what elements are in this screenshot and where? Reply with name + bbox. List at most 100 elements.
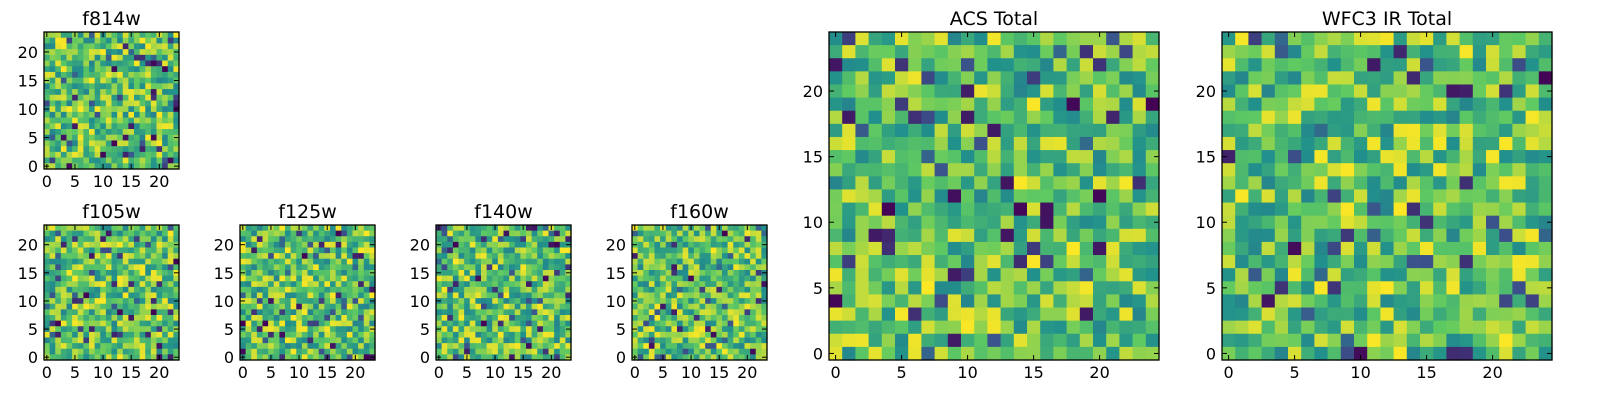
heatmap-cell	[1380, 294, 1395, 309]
heatmap-cell	[542, 315, 550, 322]
heatmap-cell	[105, 258, 113, 265]
heatmap-cell	[72, 331, 79, 339]
heatmap-cell	[89, 146, 96, 153]
heatmap-cell	[974, 294, 988, 309]
heatmap-cell	[162, 343, 169, 350]
heatmap-cell	[829, 268, 843, 282]
heatmap-cell	[738, 337, 746, 344]
heatmap-cell	[301, 230, 309, 237]
heatmap-cell	[341, 236, 348, 243]
heatmap-cell	[313, 258, 320, 265]
heatmap-cell	[167, 94, 174, 102]
heatmap-cell	[72, 309, 79, 316]
heatmap-cell	[1119, 84, 1134, 99]
heatmap-cell	[352, 309, 359, 316]
heatmap-cell	[245, 337, 252, 344]
heatmap-cell	[1040, 202, 1054, 217]
heatmap-cell	[111, 326, 118, 333]
heatmap-cell	[55, 100, 62, 107]
heatmap-cell	[855, 307, 870, 322]
heatmap-cell	[677, 326, 684, 333]
heatmap-cell	[100, 309, 107, 316]
heatmap-cell	[341, 298, 348, 305]
heatmap-cell	[1314, 136, 1329, 151]
heatmap-cell	[727, 270, 734, 277]
heatmap-cell	[105, 32, 113, 39]
heatmap-cell	[162, 320, 169, 327]
heatmap-cell	[688, 264, 695, 271]
heatmap-cell	[285, 264, 292, 271]
heatmap-cell	[677, 343, 684, 350]
heatmap-cell	[520, 320, 527, 327]
heatmap-cell	[750, 236, 757, 243]
heatmap-cell	[358, 298, 365, 305]
heatmap-cell	[554, 230, 561, 237]
heatmap-cell	[974, 123, 988, 138]
heatmap-cell	[307, 264, 314, 271]
heatmap-cell	[111, 275, 118, 282]
heatmap-cell	[1367, 110, 1381, 125]
heatmap-cell	[363, 326, 370, 333]
heatmap-cell	[974, 71, 988, 86]
heatmap-cell	[324, 241, 331, 249]
heatmap-cell	[139, 320, 146, 327]
heatmap-cell	[693, 331, 701, 339]
heatmap-cell	[699, 286, 706, 294]
heatmap-cell	[341, 270, 348, 277]
heatmap-cell	[722, 320, 729, 327]
heatmap-cell	[296, 348, 303, 355]
heatmap-cell	[363, 275, 370, 282]
heatmap-cell	[49, 43, 56, 50]
heatmap-cell	[358, 253, 365, 260]
heatmap-cell	[744, 348, 751, 355]
heatmap-cell	[738, 247, 746, 254]
heatmap-cell	[173, 264, 180, 271]
heatmap-cell	[268, 292, 275, 299]
heatmap-cell	[537, 320, 544, 327]
heatmap-cell	[526, 270, 533, 277]
heatmap-cell	[167, 230, 174, 237]
heatmap-cell	[49, 54, 56, 62]
heatmap-cell	[537, 298, 544, 305]
heatmap-cell	[761, 258, 768, 265]
heatmap-cell	[514, 230, 521, 237]
heatmap-cell	[1222, 346, 1236, 361]
heatmap-cell	[526, 303, 533, 310]
heatmap-cell	[262, 331, 269, 339]
heatmap-cell	[921, 84, 936, 99]
heatmap-cell	[895, 241, 909, 256]
heatmap-cell	[1119, 97, 1134, 112]
heatmap-cell	[1538, 71, 1553, 86]
heatmap-cell	[855, 215, 870, 230]
heatmap-cell	[77, 225, 84, 232]
panel-title: ACS Total	[950, 8, 1038, 30]
heatmap-cell	[554, 337, 561, 344]
heatmap-cell	[150, 163, 158, 170]
heatmap-cell	[117, 117, 124, 124]
heatmap-cell	[335, 236, 342, 243]
heatmap-cell	[285, 320, 292, 327]
heatmap-cell	[1053, 84, 1068, 99]
heatmap-cell	[256, 247, 264, 254]
heatmap-cell	[1222, 32, 1236, 46]
heatmap-cell	[722, 315, 729, 322]
heatmap-cell	[279, 348, 286, 355]
heatmap-cell	[514, 309, 521, 316]
heatmap-cell	[497, 320, 505, 327]
heatmap-cell	[1446, 202, 1461, 217]
heatmap-cell	[464, 236, 471, 243]
heatmap-cell	[94, 151, 101, 159]
heatmap-cell	[1027, 320, 1041, 335]
heatmap-cell	[313, 281, 320, 288]
heatmap-cell	[705, 258, 712, 265]
panel-title: WFC3 IR Total	[1322, 8, 1452, 30]
heatmap-cell	[156, 337, 163, 344]
heatmap-cell	[750, 320, 757, 327]
heatmap-cell	[301, 253, 309, 260]
heatmap-cell	[458, 286, 465, 294]
heatmap-cell	[1274, 320, 1289, 335]
heatmap-cell	[341, 354, 348, 361]
heatmap-cell	[1000, 320, 1015, 335]
heatmap-cell	[1354, 71, 1368, 86]
heatmap-cell	[497, 275, 505, 282]
